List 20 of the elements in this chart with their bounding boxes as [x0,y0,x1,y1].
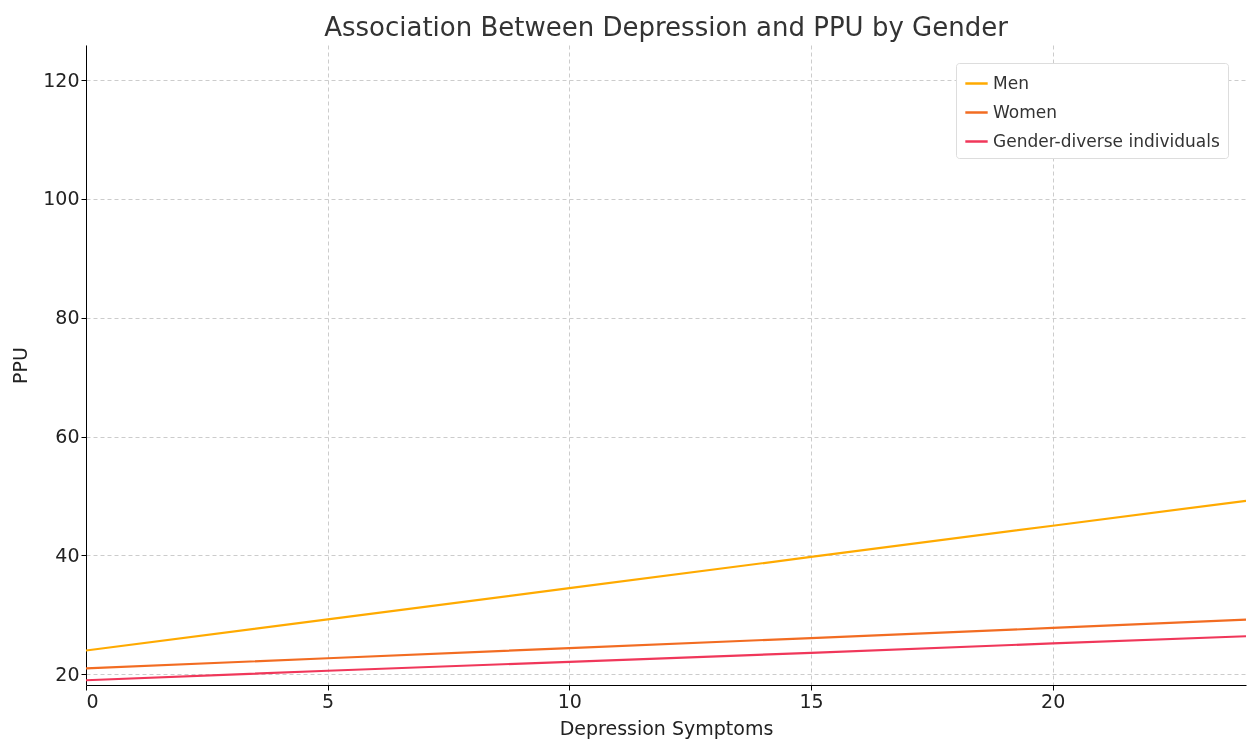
y-tick-label: 120 [43,68,80,91]
line-series [86,618,1246,670]
legend-label: Gender-diverse individuals [993,130,1220,151]
x-axis-title: Depression Symptoms [559,716,774,739]
y-tick-label: 80 [55,306,80,329]
x-tick-label: 5 [322,689,335,712]
x-tick-label: 10 [557,689,582,712]
y-tick-label: 60 [55,425,80,448]
line-series [86,499,1246,652]
x-tick-label: 20 [1041,689,1066,712]
y-tick-label: 100 [43,187,80,210]
y-axis-title: PPU [9,347,32,384]
y-tick-label: 20 [55,662,80,685]
x-tick-label: 0 [86,689,99,712]
y-tick-label: 40 [55,543,80,566]
line-series [86,635,1246,682]
x-tick-label: 15 [799,689,824,712]
chart-title: Association Between Depression and PPU by Gender [324,12,1009,42]
legend-label: Women [993,101,1058,122]
legend-label: Men [993,72,1029,93]
